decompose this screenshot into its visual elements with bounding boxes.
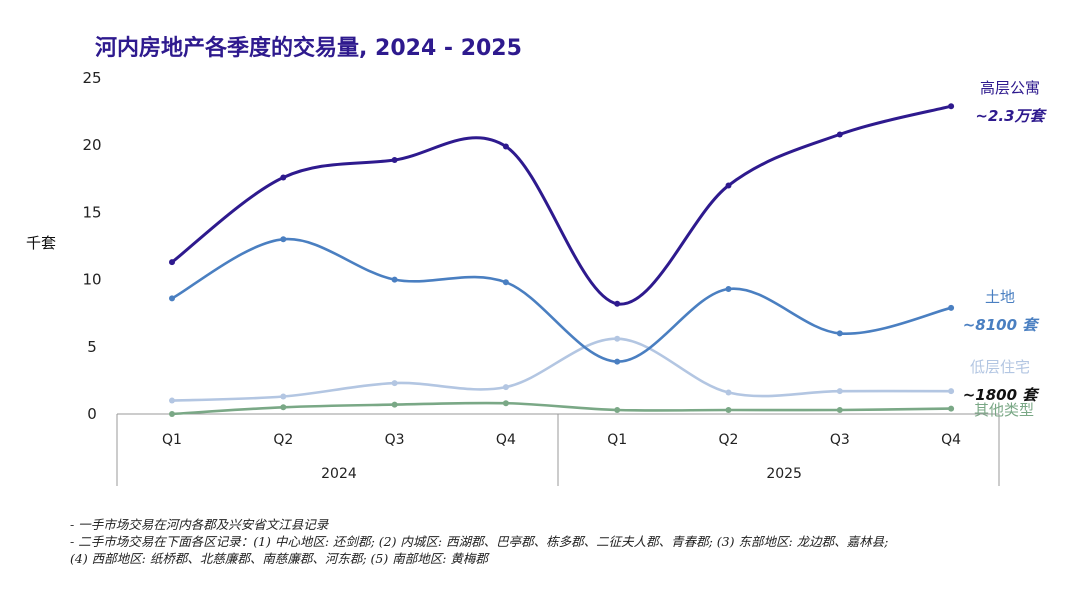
- data-point: [280, 393, 287, 400]
- data-point: [502, 384, 509, 391]
- x-tick-label: Q1: [607, 432, 627, 448]
- x-tick-label: Q3: [830, 432, 850, 448]
- data-point: [614, 358, 621, 365]
- data-point: [948, 405, 955, 412]
- series-name-label: 高层公寓: [980, 79, 1040, 97]
- data-point: [725, 286, 732, 293]
- series-name-label: 低层住宅: [970, 358, 1030, 376]
- y-tick-label: 20: [82, 136, 101, 154]
- x-tick-label: Q4: [496, 432, 516, 448]
- x-tick-label: Q1: [162, 432, 182, 448]
- y-tick-label: 25: [82, 69, 101, 87]
- series-0: [169, 103, 955, 307]
- data-point: [502, 143, 509, 150]
- footnote-primary-market: - 一手市场交易在河内各郡及兴安省文江县记录: [70, 517, 329, 532]
- data-point: [391, 401, 398, 408]
- footnote-secondary-market-cont: (4) 西部地区: 纸桥郡、北慈廉郡、南慈廉郡、河东郡; (5) 南部地区: 黄…: [70, 551, 488, 566]
- y-tick-label: 15: [82, 203, 101, 221]
- footnote-secondary-market: - 二手市场交易在下面各区记录：(1) 中心地区: 还剑郡; (2) 内城区: …: [70, 534, 889, 549]
- data-point: [502, 400, 509, 407]
- series-line: [170, 337, 953, 402]
- y-tick-label: 5: [87, 338, 97, 356]
- y-tick-label: 10: [82, 271, 101, 289]
- data-point: [169, 397, 175, 404]
- data-point: [169, 295, 175, 302]
- data-point: [391, 156, 398, 163]
- series-2: [169, 335, 955, 404]
- x-tick-label: Q2: [273, 432, 293, 448]
- y-tick-label: 0: [87, 405, 97, 423]
- x-tick-label: Q3: [385, 432, 405, 448]
- series-name-label: 其他类型: [974, 401, 1034, 419]
- data-point: [502, 279, 509, 286]
- x-tick-label: Q4: [941, 432, 961, 448]
- data-point: [948, 388, 955, 395]
- series-value-label: ~1800 套: [963, 386, 1041, 404]
- series-value-label: ~2.3万套: [975, 107, 1047, 125]
- series-value-label: ~8100 套: [963, 316, 1041, 334]
- series-1: [169, 236, 955, 365]
- series-name-label: 土地: [985, 288, 1015, 306]
- x-group-label: 2024: [321, 466, 357, 482]
- data-point: [280, 236, 287, 243]
- x-group-label: 2025: [766, 466, 802, 482]
- data-point: [391, 276, 398, 283]
- series-line: [170, 237, 953, 363]
- data-point: [948, 103, 955, 110]
- data-point: [280, 404, 287, 411]
- data-point: [948, 304, 955, 311]
- data-point: [614, 300, 621, 307]
- data-point: [836, 406, 843, 413]
- data-point: [725, 182, 732, 189]
- data-point: [391, 380, 398, 387]
- data-point: [836, 388, 843, 395]
- chart-title: 河内房地产各季度的交易量, 2024 - 2025: [95, 35, 522, 61]
- data-point: [725, 389, 732, 396]
- data-point: [836, 131, 843, 138]
- data-point: [169, 411, 175, 417]
- data-point: [614, 406, 621, 413]
- series-3: [169, 400, 955, 417]
- data-point: [169, 259, 175, 266]
- series-line: [170, 401, 953, 416]
- data-point: [725, 406, 732, 413]
- data-point: [280, 174, 287, 181]
- y-axis-label: 千套: [26, 234, 56, 252]
- x-tick-label: Q2: [719, 432, 739, 448]
- series-line: [170, 104, 953, 306]
- footnotes: - 一手市场交易在河内各郡及兴安省文江县记录 - 二手市场交易在下面各区记录：(…: [70, 516, 1070, 567]
- data-point: [836, 330, 843, 337]
- data-point: [614, 335, 621, 342]
